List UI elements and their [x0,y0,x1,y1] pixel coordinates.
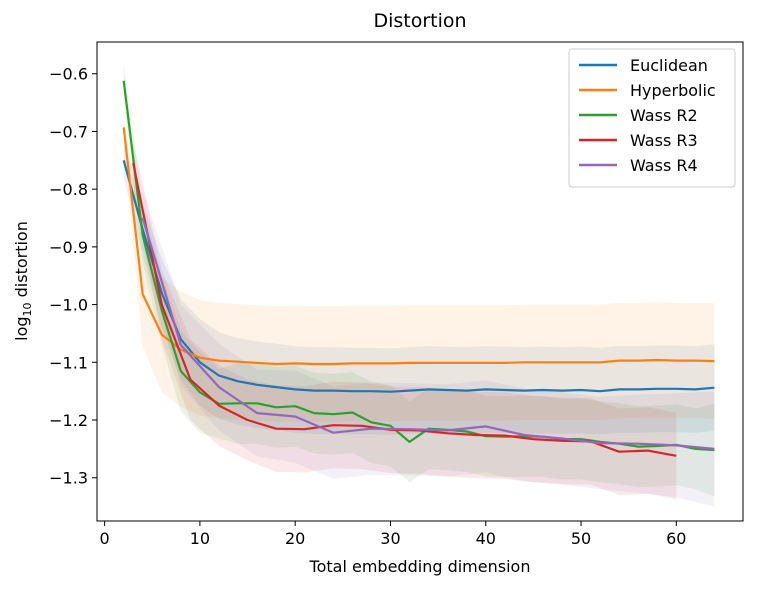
legend-entries: Euclidean Hyperbolic Wass R2 Wass R3 Wass R4 [579,56,716,175]
wass-r2-band [123,63,715,497]
x-axis-ticks: 0 10 20 30 40 50 60 [100,521,686,548]
legend-label-wass-r2: Wass R2 [630,106,698,125]
legend-label-wass-r4: Wass R4 [630,156,698,175]
x-tick-label: 40 [476,529,496,548]
legend: Euclidean Hyperbolic Wass R2 Wass R3 Wass R4 [568,48,736,188]
wass-r4-band [142,189,715,507]
chart-title: Distortion [373,10,466,32]
y-tick-label: −1.3 [49,469,88,488]
hyperbolic-line [122,127,715,366]
legend-label-wass-r3: Wass R3 [630,131,698,150]
hyperbolic-band [123,115,715,422]
wass-r3-band [133,140,677,500]
y-axis-label-rest: distortion [12,221,31,302]
x-axis-label: Total embedding dimension [309,557,531,576]
legend-box [568,48,736,188]
y-tick-label: −0.8 [49,180,88,199]
y-axis-label-subscript: 10 [21,302,34,316]
y-tick-label: −1.1 [49,353,88,372]
x-tick-label: 10 [190,529,210,548]
y-axis-label-main: log [12,316,31,340]
x-tick-label: 50 [571,529,591,548]
wass-r4-line [141,217,715,450]
legend-label-euclidean: Euclidean [630,56,708,75]
y-tick-label: −0.7 [49,122,88,141]
euclidean-line [122,160,715,393]
y-tick-label: −0.6 [49,65,88,84]
y-axis-label: log10 distortion [12,221,34,341]
y-tick-label: −0.9 [49,238,88,257]
x-tick-label: 0 [100,529,110,548]
x-tick-label: 30 [380,529,400,548]
legend-label-hyperbolic: Hyperbolic [630,81,716,100]
y-axis-ticks: −0.6 −0.7 −0.8 −0.9 −1.0 −1.1 −1.2 −1.3 [49,65,97,488]
x-tick-label: 20 [285,529,305,548]
y-tick-label: −1.2 [49,411,88,430]
y-tick-label: −1.0 [49,296,88,315]
series-lines [122,80,715,457]
x-tick-label: 60 [666,529,686,548]
plot-frame [96,41,744,522]
